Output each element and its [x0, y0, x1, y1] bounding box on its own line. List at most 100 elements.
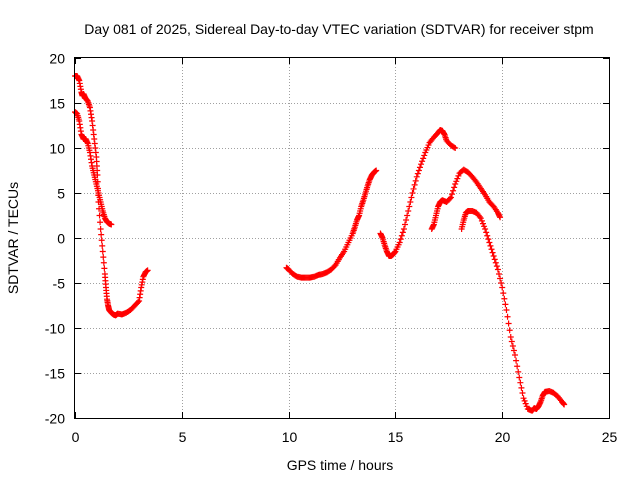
data-point: [413, 173, 420, 180]
plot-frame: [74, 57, 610, 419]
data-point: [402, 221, 409, 228]
data-point: [108, 221, 115, 228]
data-point: [504, 313, 511, 320]
data-point: [491, 256, 498, 263]
series-stpm-track-b: [72, 109, 115, 228]
data-point: [481, 223, 488, 230]
x-tick-label: 0: [72, 429, 80, 445]
y-tick-labels: -20 -15 -10 -5 0 5 10 15 20: [45, 51, 65, 427]
data-point: [483, 229, 490, 236]
data-point: [501, 295, 508, 302]
x-tick-label: 25: [602, 429, 618, 445]
data-point: [502, 301, 509, 308]
y-tick-label: 15: [49, 96, 65, 112]
data-point: [98, 231, 105, 238]
data-point: [97, 226, 104, 232]
data-point: [517, 379, 524, 386]
data-point: [509, 343, 516, 349]
y-tick-label: 5: [57, 186, 65, 202]
data-point: [408, 194, 415, 201]
data-point: [452, 145, 459, 151]
x-tick-label: 5: [179, 429, 187, 445]
data-point: [451, 144, 458, 151]
data-point: [407, 199, 414, 205]
data-point: [521, 397, 528, 404]
x-tick-labels: 0 5 10 15 20 25: [72, 429, 618, 445]
data-point: [404, 212, 411, 219]
data-point: [482, 226, 489, 232]
data-point: [97, 219, 104, 226]
data-point: [400, 226, 407, 232]
data-point: [450, 187, 457, 194]
data-points: [72, 73, 568, 414]
series-stpm-track-a: [72, 73, 151, 319]
data-point: [99, 242, 106, 249]
data-point: [416, 164, 423, 171]
x-axis-label: GPS time / hours: [287, 457, 394, 473]
data-point: [454, 175, 461, 182]
axis-ticks: [75, 58, 610, 419]
data-point: [518, 384, 525, 391]
data-point: [99, 248, 106, 255]
data-point: [498, 280, 505, 286]
data-point: [144, 267, 151, 274]
y-tick-label: 0: [57, 231, 65, 247]
data-point: [478, 217, 485, 224]
data-point: [406, 203, 413, 210]
y-tick-label: -10: [45, 321, 65, 337]
data-point: [419, 158, 426, 165]
data-point: [100, 254, 107, 261]
data-point: [397, 236, 404, 243]
grid-lines: [75, 58, 609, 418]
data-point: [452, 181, 459, 187]
data-point: [446, 195, 453, 202]
data-point: [506, 327, 513, 334]
series-stpm-track-e: [428, 166, 504, 232]
data-point: [522, 400, 529, 407]
data-point: [508, 338, 515, 345]
y-tick-label: 10: [49, 141, 65, 157]
data-point: [101, 265, 108, 272]
data-point: [513, 357, 520, 364]
x-tick-label: 15: [388, 429, 404, 445]
data-point: [488, 246, 495, 253]
data-point: [403, 217, 410, 223]
data-point: [373, 167, 380, 174]
data-point: [410, 185, 417, 192]
data-point: [499, 284, 506, 291]
data-point: [96, 212, 103, 219]
series-stpm-track-c: [283, 167, 380, 281]
data-point: [514, 363, 521, 370]
data-point: [485, 236, 492, 243]
data-point: [490, 253, 497, 259]
data-point: [421, 152, 428, 159]
data-point: [484, 232, 491, 239]
y-tick-label: -5: [53, 276, 66, 292]
data-point: [476, 213, 483, 220]
data-point: [398, 232, 405, 239]
data-point: [409, 190, 416, 196]
data-point: [494, 266, 501, 273]
chart-title: Day 081 of 2025, Sidereal Day-to-day VTE…: [84, 21, 593, 37]
series-stpm-track-d: [377, 127, 459, 259]
data-point: [399, 229, 406, 236]
data-point: [479, 220, 486, 227]
data-point: [523, 403, 530, 410]
data-point: [495, 271, 502, 277]
data-point: [411, 181, 418, 188]
x-tick-label: 10: [282, 429, 298, 445]
x-tick-label: 20: [495, 429, 511, 445]
data-point: [492, 259, 499, 266]
data-point: [453, 178, 460, 185]
y-axis-label: SDTVAR / TECUs: [5, 182, 21, 294]
data-point: [449, 191, 456, 198]
data-point: [420, 155, 427, 162]
y-tick-label: -20: [45, 411, 65, 427]
data-point: [447, 194, 454, 201]
data-point: [519, 390, 526, 397]
data-point: [512, 352, 519, 358]
data-point: [455, 172, 462, 179]
data-point: [500, 290, 507, 297]
data-point: [493, 263, 500, 270]
